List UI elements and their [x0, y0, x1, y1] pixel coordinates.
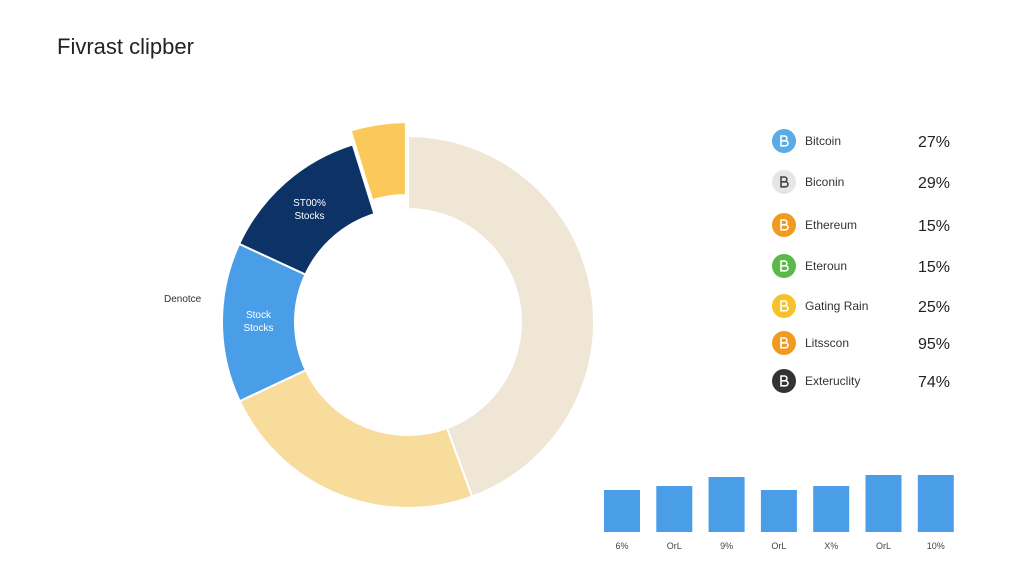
bar — [604, 490, 640, 532]
asset-share: 29% — [918, 175, 950, 192]
x-tick-label: OrL — [771, 541, 786, 551]
asset-share: 95% — [918, 336, 950, 353]
asset-glyph — [780, 337, 789, 349]
donut-segment — [349, 121, 407, 202]
donut-segment — [238, 368, 474, 509]
asset-row: Eteroun 15% — [772, 254, 950, 278]
x-tick-label: 6% — [615, 541, 628, 551]
asset-name: Ethereum — [805, 218, 857, 232]
asset-glyph — [780, 375, 789, 387]
x-tick-label: OrL — [876, 541, 891, 551]
bar — [865, 475, 902, 532]
bar — [708, 477, 745, 532]
asset-name: Biconin — [805, 175, 844, 189]
asset-glyph — [780, 176, 789, 188]
asset-name: Litsscon — [805, 336, 849, 350]
bar — [656, 486, 693, 532]
asset-share: 74% — [918, 374, 950, 391]
bar — [813, 486, 850, 532]
page-title: Fivrast clipber — [57, 34, 194, 59]
asset-glyph — [780, 219, 789, 231]
asset-name: Gating Rain — [805, 299, 868, 313]
asset-row: Gating Rain 25% — [772, 294, 950, 318]
x-tick-label: OrL — [667, 541, 682, 551]
asset-glyph — [780, 260, 789, 272]
annotation: Denotce — [164, 294, 202, 305]
asset-row: Ethereum 15% — [772, 213, 950, 237]
bar — [760, 490, 797, 532]
asset-glyph — [780, 135, 789, 147]
asset-share: 25% — [918, 299, 950, 316]
donut-segment — [407, 134, 595, 498]
asset-share: 15% — [918, 218, 950, 235]
asset-name: Eteroun — [805, 259, 847, 273]
donut-segment — [237, 143, 376, 276]
x-tick-label: 10% — [927, 541, 945, 551]
x-tick-label: X% — [824, 541, 838, 551]
segment-label: Stock Stocks — [243, 310, 274, 335]
asset-row: Exteruclity 74% — [772, 369, 950, 393]
asset-row: Bitcoin 27% — [772, 129, 950, 153]
asset-share: 27% — [918, 134, 950, 151]
asset-row: Biconin 29% — [772, 170, 950, 194]
segment-label: ST00% Stocks — [293, 197, 326, 222]
x-tick-label: 9% — [720, 541, 733, 551]
asset-name: Bitcoin — [805, 134, 841, 148]
asset-row: Litsscon 95% — [772, 331, 950, 355]
asset-name: Exteruclity — [805, 374, 860, 388]
asset-glyph — [780, 300, 789, 312]
asset-share: 15% — [918, 259, 950, 276]
bar — [917, 475, 954, 532]
